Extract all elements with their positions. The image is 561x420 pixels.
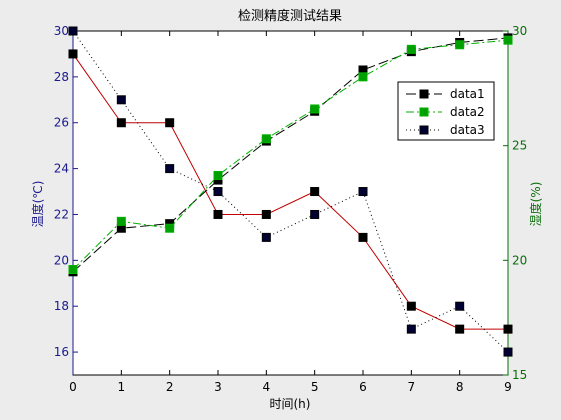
x-tick-label: 0 <box>69 380 77 394</box>
y-right-axis-label: 湿度(%) <box>528 182 543 227</box>
chart-title: 检测精度测试结果 <box>238 8 342 24</box>
data-point-data2 <box>261 134 271 144</box>
legend-marker-data2 <box>419 107 429 117</box>
series-line-data1-left <box>72 53 508 330</box>
y-right-tick-label: 15 <box>512 368 527 382</box>
series-layer <box>68 26 513 357</box>
data-point-data1 <box>358 232 368 242</box>
data-point-data1 <box>213 209 223 219</box>
series-line-data2-right <box>72 39 509 270</box>
legend-marker-data1 <box>419 89 429 99</box>
y-left-tick-label: 22 <box>54 207 69 221</box>
data-point-data1 <box>68 49 78 59</box>
data-point-data1 <box>165 118 175 128</box>
y-left-tick-label: 30 <box>54 24 69 38</box>
legend-marker-data3 <box>419 125 429 135</box>
x-tick-label: 1 <box>118 380 126 394</box>
data-point-data3 <box>213 187 223 197</box>
data-point-data2 <box>213 170 223 180</box>
y-left-tick-label: 20 <box>54 253 69 267</box>
legend-label-data1: data1 <box>450 87 485 101</box>
y-left-tick-label: 24 <box>54 162 69 176</box>
y-right-tick-label: 25 <box>512 139 527 153</box>
legend-label-data2: data2 <box>450 105 485 119</box>
legend: data1 data2 data3 <box>397 81 495 141</box>
y-left-tick-label: 16 <box>54 345 69 359</box>
y-right-tick-label: 20 <box>512 253 527 267</box>
data-point-data3 <box>455 301 465 311</box>
data-point-data1 <box>406 301 416 311</box>
x-tick-label: 3 <box>214 380 222 394</box>
axes-layer: 0 1 2 3 4 5 6 7 8 9 16 18 20 22 24 26 28 30 15 20 25 30 <box>54 24 528 394</box>
data-point-data3 <box>116 95 126 105</box>
data-point-data2 <box>406 44 416 54</box>
data-point-data1 <box>116 118 126 128</box>
y-left-tick-label: 18 <box>54 299 69 313</box>
y-right-tick-label: 30 <box>512 24 527 38</box>
x-tick-label: 4 <box>263 380 271 394</box>
data-point-data2 <box>358 72 368 82</box>
data-point-data3 <box>358 187 368 197</box>
data-point-data2 <box>310 104 320 114</box>
data-point-data2 <box>503 35 513 45</box>
data-point-data3 <box>165 164 175 174</box>
legend-box <box>397 81 495 141</box>
data-point-data2 <box>116 216 126 226</box>
data-point-data1 <box>261 209 271 219</box>
legend-label-data3: data3 <box>450 123 485 137</box>
y-left-tick-label: 26 <box>54 116 69 130</box>
x-tick-label: 2 <box>166 380 174 394</box>
x-tick-label: 5 <box>311 380 319 394</box>
data-point-data2 <box>68 265 78 275</box>
x-tick-label: 9 <box>504 380 512 394</box>
data-point-data3 <box>261 232 271 242</box>
data-point-data3 <box>503 347 513 357</box>
x-tick-label: 8 <box>456 380 464 394</box>
data-point-data1 <box>310 187 320 197</box>
y-left-tick-label: 28 <box>54 70 69 84</box>
data-point-data1 <box>455 324 465 334</box>
y-left-axis-label: 温度(℃) <box>30 181 45 228</box>
data-point-data3 <box>406 324 416 334</box>
data-point-data3 <box>310 209 320 219</box>
data-point-data2 <box>165 223 175 233</box>
x-tick-label: 7 <box>408 380 416 394</box>
data-point-data1 <box>503 324 513 334</box>
x-axis-label: 时间(h) <box>270 397 311 411</box>
data-point-data3 <box>68 26 78 36</box>
x-tick-label: 6 <box>359 380 367 394</box>
data-point-data2 <box>455 40 465 50</box>
